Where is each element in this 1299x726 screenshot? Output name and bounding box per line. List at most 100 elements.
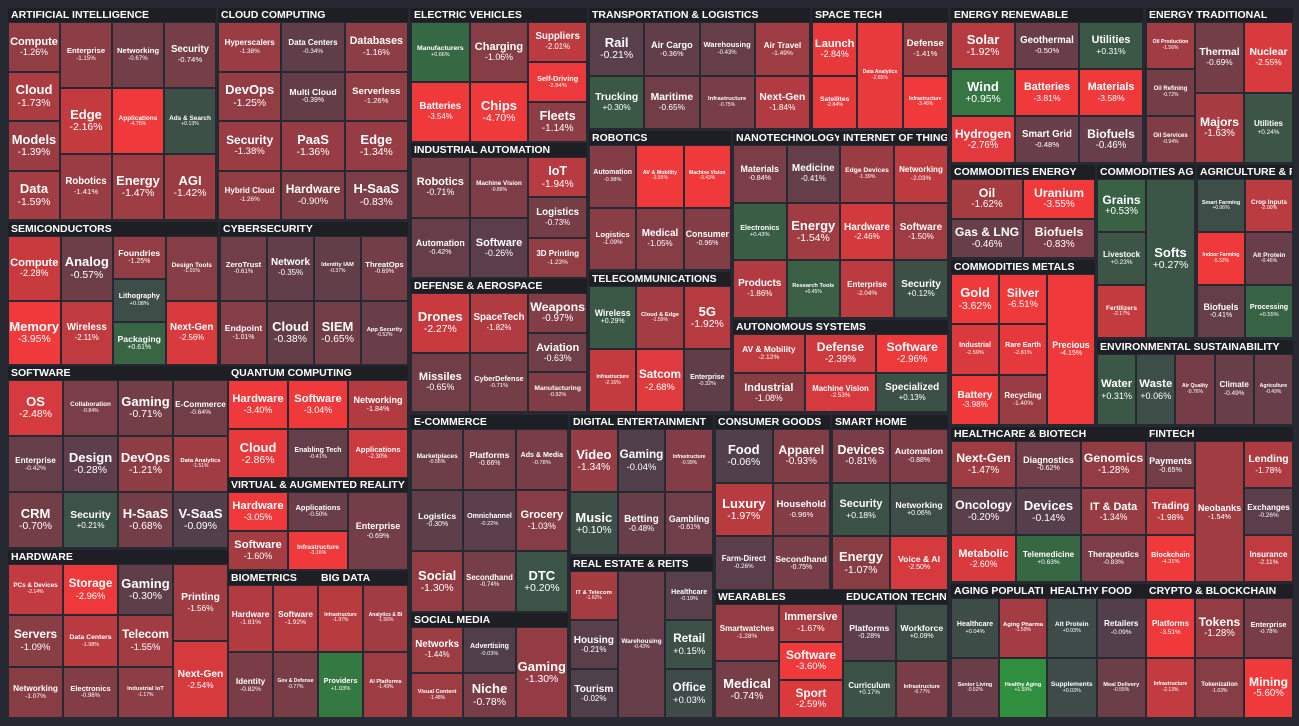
tile[interactable]: Design -0.28%	[63, 436, 118, 492]
tile[interactable]: Specialized +0.13%	[876, 373, 948, 412]
tile[interactable]: Software -1.92%	[273, 585, 318, 652]
tile[interactable]: Luxury -1.97%	[715, 482, 773, 537]
tile[interactable]: Senior Living -0.52%	[951, 658, 999, 718]
tile[interactable]: Trading -1.98%	[1146, 488, 1195, 535]
tile[interactable]: Platforms -0.66%	[463, 429, 516, 490]
tile[interactable]: Air Travel -1.49%	[754, 22, 810, 76]
tile[interactable]: Software -2.96%	[876, 334, 948, 373]
tile[interactable]: Data Analytics -2.85%	[857, 22, 903, 129]
tile[interactable]: Hardware -3.40%	[228, 380, 288, 429]
tile[interactable]: PCs & Devices -2.14%	[8, 564, 63, 616]
tile[interactable]: Apparel -0.93%	[772, 429, 830, 483]
tile[interactable]: Machine Vision -3.43%	[683, 145, 731, 208]
tile[interactable]: Hardware -0.90%	[281, 170, 345, 220]
tile[interactable]: Research Tools +0.45%	[786, 260, 840, 318]
tile[interactable]: Diagnostics -0.62%	[1016, 441, 1081, 488]
tile[interactable]: Industrial -2.59%	[951, 324, 999, 375]
tile[interactable]: Printing -1.56%	[173, 564, 228, 641]
tile[interactable]: Platforms -3.51%	[1146, 598, 1195, 658]
tile[interactable]: DTC +0.20%	[515, 551, 568, 612]
tile[interactable]: Compute -1.26%	[8, 22, 60, 72]
tile[interactable]: Livestock +0.23%	[1097, 232, 1146, 285]
tile[interactable]: Crop Inputs -2.00%	[1245, 179, 1293, 232]
tile[interactable]: Processing +0.55%	[1245, 285, 1293, 338]
tile[interactable]: Food -0.06%	[715, 429, 773, 483]
tile[interactable]: Video -1.34%	[570, 429, 618, 492]
tile[interactable]: Security +0.12%	[894, 260, 948, 318]
tile[interactable]: Majors -1.63%	[1195, 92, 1244, 163]
tile[interactable]: Applications -2.30%	[348, 429, 408, 478]
tile[interactable]: Infrastructure -0.99%	[665, 429, 713, 492]
tile[interactable]: Products -1.86%	[733, 260, 787, 318]
tile[interactable]: Next-Gen -2.54%	[173, 641, 228, 718]
tile[interactable]: Tokenization -1.03%	[1195, 658, 1244, 718]
tile[interactable]: Fleets -1.14%	[528, 102, 587, 142]
tile[interactable]: Tourism -0.02%	[570, 669, 618, 718]
tile[interactable]: Curriculum +0.17%	[843, 661, 896, 718]
tile[interactable]: Advertising -0.03%	[463, 627, 516, 673]
tile[interactable]: Servers -1.09%	[8, 615, 63, 667]
tile[interactable]: Automation -0.42%	[411, 217, 470, 278]
tile[interactable]: Aging Pharma -1.59%	[999, 598, 1047, 658]
tile[interactable]: Gov & Defense -0.77%	[273, 651, 318, 718]
tile[interactable]: IT & Telecom -1.62%	[570, 571, 618, 620]
tile[interactable]: Design Tools -1.01%	[165, 236, 218, 301]
tile[interactable]: Retailers -0.09%	[1096, 598, 1146, 658]
tile[interactable]: SpaceTech -1.82%	[469, 293, 529, 353]
tile[interactable]: Cloud -0.38%	[267, 300, 314, 365]
tile[interactable]: Blockchain -4.31%	[1146, 535, 1195, 582]
tile[interactable]: Social -1.30%	[411, 551, 464, 612]
tile[interactable]: Robotics -1.41%	[60, 154, 112, 220]
tile[interactable]: PaaS -1.36%	[281, 121, 345, 171]
tile[interactable]: Satellites -2.84%	[812, 75, 858, 129]
tile[interactable]: Logistics -1.09%	[589, 207, 637, 270]
tile[interactable]: Metabolic -2.60%	[951, 535, 1016, 582]
tile[interactable]: Compute -2.28%	[8, 236, 61, 301]
tile[interactable]: Chips -4.70%	[469, 82, 529, 142]
tile[interactable]: Alt Protein +0.03%	[1047, 598, 1097, 658]
tile[interactable]: Logistics -0.73%	[528, 197, 587, 238]
tile[interactable]: Rail -0.21%	[589, 22, 645, 76]
tile[interactable]: Biofuels -0.41%	[1197, 285, 1245, 338]
tile[interactable]: Farm-Direct -0.26%	[715, 536, 773, 590]
tile[interactable]: Security +0.21%	[63, 492, 118, 548]
tile[interactable]: Software -3.60%	[779, 642, 843, 680]
tile[interactable]: CyberDefense -0.71%	[469, 352, 529, 412]
tile[interactable]: Applications -4.75%	[112, 88, 164, 154]
tile[interactable]: CRM -0.70%	[8, 492, 63, 548]
tile[interactable]: Gaming -0.71%	[118, 380, 173, 436]
tile[interactable]: Batteries -3.81%	[1015, 69, 1079, 116]
tile[interactable]: V-SaaS -0.09%	[173, 492, 228, 548]
tile[interactable]: Manufacturers +0.66%	[411, 22, 470, 82]
tile[interactable]: Secondhand -0.75%	[772, 536, 830, 590]
tile[interactable]: Consumer -0.96%	[683, 207, 731, 270]
tile[interactable]: Devices -0.14%	[1016, 488, 1081, 535]
tile[interactable]: Data Centers -1.98%	[63, 615, 118, 667]
tile[interactable]: Recycling -1.40%	[999, 374, 1047, 425]
tile[interactable]: Infrastructure -2.16%	[589, 349, 637, 412]
tile[interactable]: Memory -3.95%	[8, 300, 61, 365]
tile[interactable]: ZeroTrust -0.61%	[220, 236, 267, 301]
tile[interactable]: Logistics -0.30%	[411, 490, 464, 551]
tile[interactable]: Materials -3.58%	[1079, 69, 1143, 116]
tile[interactable]: Rare Earth -2.81%	[999, 324, 1047, 375]
tile[interactable]: Medical -0.74%	[715, 661, 779, 718]
tile[interactable]: OS -2.48%	[8, 380, 63, 436]
tile[interactable]: Security -1.38%	[218, 121, 282, 171]
tile[interactable]: Providers +1.03%	[318, 651, 363, 718]
tile[interactable]: AV & Mobility -2.12%	[733, 334, 805, 373]
tile[interactable]: Oil Refining -0.72%	[1146, 69, 1195, 116]
tile[interactable]: Security +0.18%	[832, 482, 890, 537]
tile[interactable]: Energy -1.54%	[786, 202, 840, 261]
tile[interactable]: Enterprise -0.32%	[683, 349, 731, 412]
tile[interactable]: Hybrid Cloud -1.26%	[218, 170, 282, 220]
tile[interactable]: Voice & AI -2.50%	[890, 536, 948, 590]
tile[interactable]: Missiles -0.65%	[411, 352, 470, 412]
tile[interactable]: SIEM -0.65%	[314, 300, 361, 365]
tile[interactable]: Smart Grid -0.48%	[1015, 116, 1079, 163]
tile[interactable]: Ads & Media -0.78%	[515, 429, 568, 490]
tile[interactable]: Identity -0.82%	[228, 651, 273, 718]
tile[interactable]: Automation -0.98%	[589, 145, 637, 208]
tile[interactable]: AV & Mobility -3.55%	[636, 145, 684, 208]
tile[interactable]: Oil Services -0.94%	[1146, 116, 1195, 163]
